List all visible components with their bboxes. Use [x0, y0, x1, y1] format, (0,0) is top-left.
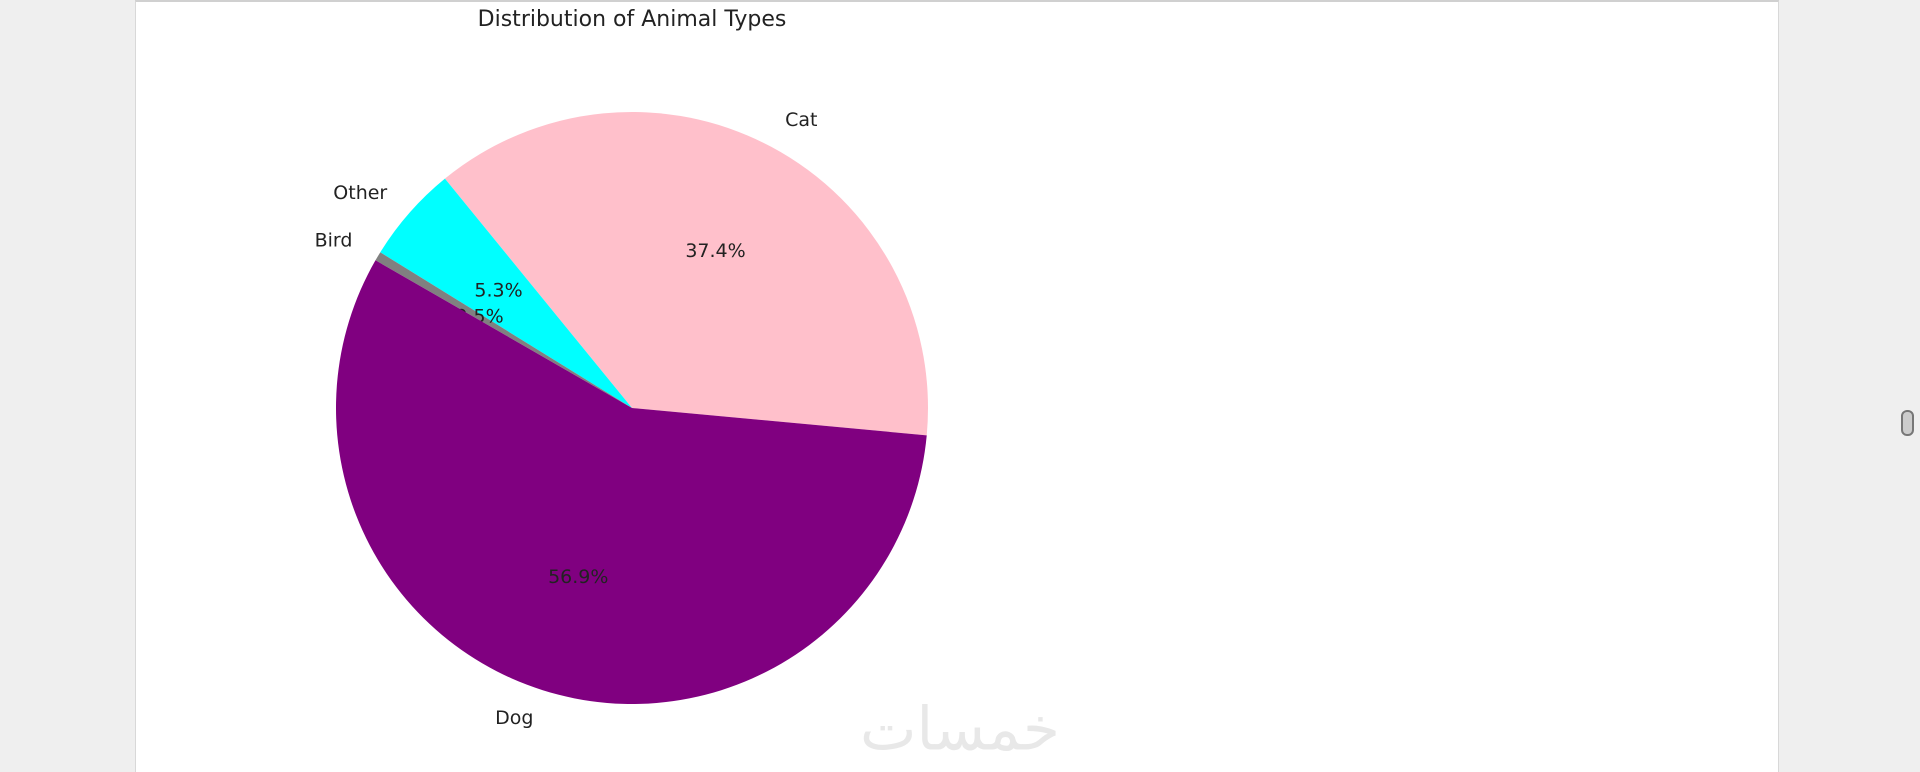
pie-slice: [444, 112, 928, 436]
value-label: 56.9%: [548, 566, 608, 588]
slice-label: Bird: [315, 230, 353, 252]
value-label: 5.3%: [474, 279, 522, 301]
slice-label: Dog: [495, 707, 533, 729]
pie-slice: [375, 252, 632, 408]
value-label: 37.4%: [685, 240, 745, 262]
pie-slice: [380, 178, 632, 408]
pie-slice: [335, 260, 927, 704]
scrollbar-thumb[interactable]: [1901, 410, 1914, 436]
chart-title: Distribution of Animal Types: [478, 7, 787, 32]
slice-label: Other: [333, 182, 387, 204]
slice-label: Cat: [785, 109, 817, 131]
watermark: خمسات: [860, 695, 1060, 765]
